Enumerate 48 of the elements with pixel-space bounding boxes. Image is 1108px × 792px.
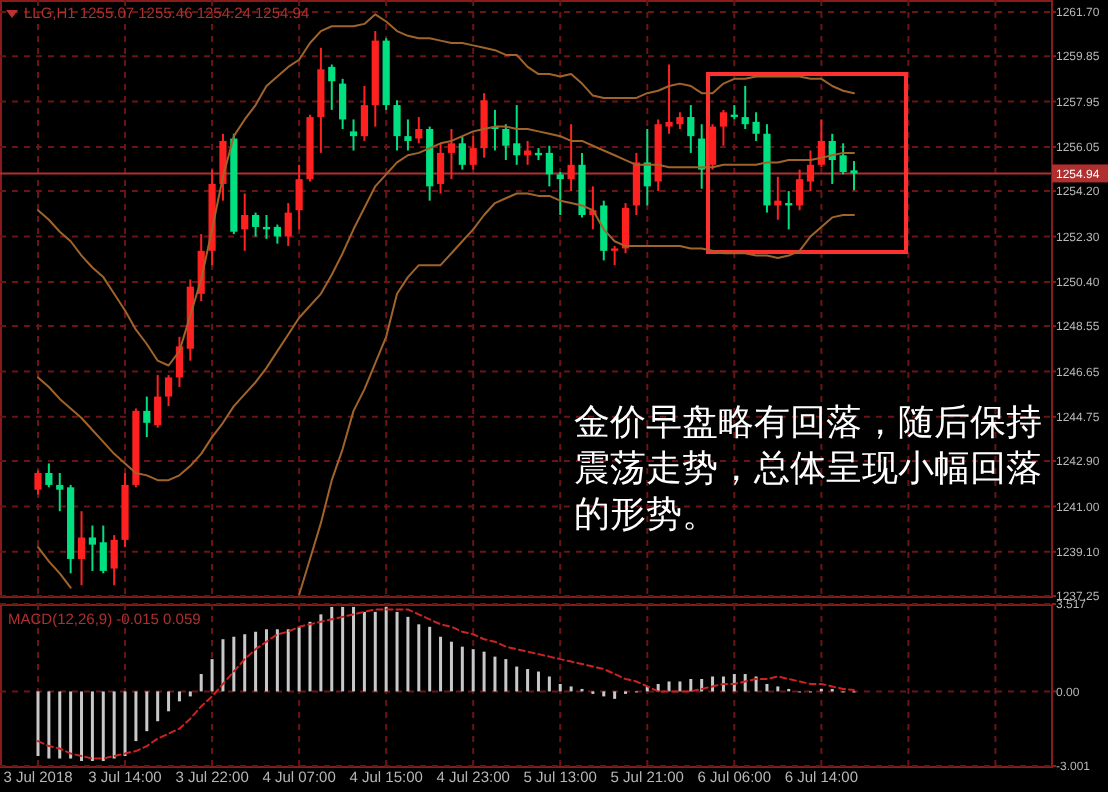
candlestick xyxy=(252,211,260,238)
candlestick xyxy=(339,77,347,130)
candlestick xyxy=(513,104,521,166)
candlestick xyxy=(110,534,118,587)
candlestick xyxy=(817,118,825,169)
candlestick xyxy=(687,104,695,154)
candlestick xyxy=(241,192,249,252)
candlestick xyxy=(56,471,64,513)
candlestick xyxy=(643,127,651,207)
candlestick xyxy=(698,123,706,190)
candlestick xyxy=(806,149,815,193)
candlestick xyxy=(393,99,401,152)
candlestick xyxy=(796,168,804,212)
candlestick xyxy=(719,108,728,147)
candlestick xyxy=(328,63,336,111)
candlestick xyxy=(480,92,488,159)
candlestick xyxy=(469,135,477,171)
candlestick xyxy=(545,144,553,188)
candlestick xyxy=(436,142,445,195)
candlestick xyxy=(404,118,412,152)
candlestick xyxy=(447,127,456,181)
candlestick xyxy=(600,199,608,262)
annotation: 金价早盘略有回落，随后保持震荡走势，总体呈现小幅回落的形势。 xyxy=(574,402,1042,536)
candlestick xyxy=(556,170,564,216)
candlestick xyxy=(567,123,575,193)
candlestick xyxy=(621,202,630,255)
candlestick xyxy=(360,85,368,142)
candlestick xyxy=(295,163,303,231)
candlestick xyxy=(273,223,281,245)
candlestick xyxy=(45,462,53,489)
candlestick xyxy=(99,524,107,575)
candlestick xyxy=(611,245,619,267)
candlestick xyxy=(415,116,423,145)
candlestick xyxy=(284,202,292,248)
candlestick xyxy=(77,510,86,587)
candlestick xyxy=(164,374,173,408)
candlestick xyxy=(88,524,96,572)
candlestick xyxy=(708,123,717,171)
candlestick xyxy=(154,374,162,429)
candlestick xyxy=(317,46,325,154)
candlestick xyxy=(143,395,151,439)
candlestick xyxy=(458,135,466,171)
candlestick xyxy=(349,118,358,152)
candlestick xyxy=(632,151,640,216)
candlestick xyxy=(34,469,42,496)
candlestick xyxy=(524,139,532,166)
candlestick xyxy=(219,132,227,202)
candlestick xyxy=(502,123,510,162)
